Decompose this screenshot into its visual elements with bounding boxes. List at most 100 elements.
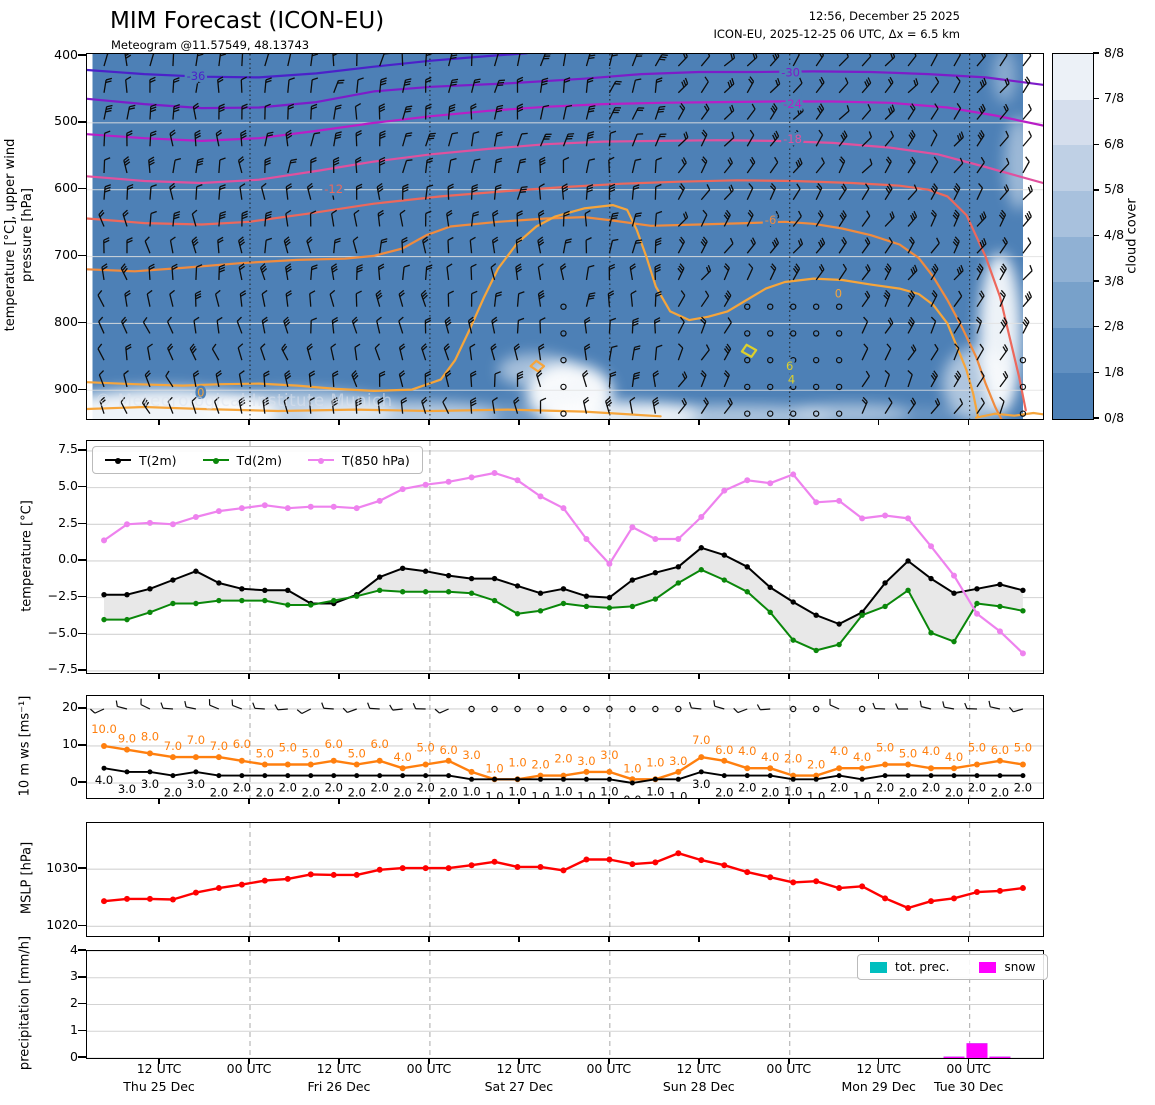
- x-tick-mark: [877, 936, 880, 942]
- y-tick-mark: [78, 449, 86, 451]
- svg-text:2.0: 2.0: [371, 781, 389, 795]
- x-tick-mark: [698, 798, 700, 804]
- svg-text:4.0: 4.0: [761, 750, 779, 764]
- contour--30: [87, 70, 1043, 110]
- svg-text:2.0: 2.0: [738, 781, 756, 795]
- y-tick-mark: [78, 54, 86, 56]
- svg-text:6.0: 6.0: [233, 737, 251, 751]
- colorbar-tick-mark: [1093, 52, 1099, 54]
- svg-text:6.0: 6.0: [325, 737, 343, 751]
- x-tick-mark: [158, 419, 160, 425]
- legend-item-t2m: T(2m): [105, 453, 177, 468]
- svg-text:6.0: 6.0: [439, 743, 457, 757]
- contour-0: [975, 411, 1043, 419]
- svg-text:0: 0: [835, 286, 842, 300]
- svg-text:5.0: 5.0: [1014, 740, 1032, 754]
- x-tick-mark: [788, 419, 790, 425]
- y-tick-label: 10: [62, 736, 78, 752]
- colorbar-tick-label: 8/8: [1104, 44, 1125, 60]
- svg-text:2.0: 2.0: [256, 786, 274, 798]
- svg-text:1.0: 1.0: [623, 761, 641, 775]
- x-tick-label-time: 12 UTC: [496, 1061, 542, 1076]
- snow-bar: [943, 1056, 965, 1058]
- x-tick-mark: [158, 1058, 160, 1064]
- svg-text:2.0: 2.0: [991, 786, 1009, 798]
- svg-text:5.0: 5.0: [348, 746, 366, 760]
- x-tick-label-day: Sat 27 Dec: [484, 1079, 554, 1094]
- y-tick-mark: [78, 707, 86, 709]
- svg-text:-12: -12: [324, 182, 343, 196]
- x-tick-mark: [428, 936, 430, 942]
- x-tick-mark: [428, 419, 430, 425]
- svg-text:3.0: 3.0: [462, 748, 480, 762]
- y-tick-label: 700: [54, 247, 78, 263]
- svg-text:0.0: 0.0: [623, 793, 641, 798]
- x-tick-mark: [788, 673, 790, 679]
- cloud-cover-colorbar: [1052, 53, 1094, 420]
- svg-text:1.0: 1.0: [646, 755, 664, 769]
- svg-text:7.0: 7.0: [210, 739, 228, 753]
- svg-text:2.0: 2.0: [715, 786, 733, 798]
- svg-text:2.0: 2.0: [922, 781, 940, 795]
- totprec-label: tot. prec.: [895, 960, 950, 974]
- x-tick-label-time: 00 UTC: [766, 1061, 812, 1076]
- svg-text:1.0: 1.0: [531, 789, 549, 798]
- y-tick-label: 0.0: [58, 551, 78, 567]
- creation-timestamp: 12:56, December 25 2025: [808, 9, 960, 23]
- colorbar-tick-label: 4/8: [1104, 227, 1125, 242]
- svg-text:5.0: 5.0: [279, 740, 297, 754]
- svg-text:2.0: 2.0: [348, 786, 366, 798]
- svg-text:2.0: 2.0: [807, 758, 825, 772]
- svg-text:5.0: 5.0: [899, 746, 917, 760]
- y-tick-mark: [78, 867, 86, 869]
- t850-label: T(850 hPa): [341, 452, 410, 468]
- header-right: 12:56, December 25 2025 ICON-EU, 2025-12…: [713, 8, 960, 44]
- x-tick-label-time: 00 UTC: [586, 1061, 632, 1076]
- y-tick-mark: [78, 781, 86, 783]
- legend-item-td2m: Td(2m): [202, 453, 282, 468]
- x-tick-mark: [967, 936, 970, 942]
- svg-text:5.0: 5.0: [968, 740, 986, 754]
- colorbar-tick-mark: [1093, 234, 1099, 237]
- svg-text:3.0: 3.0: [118, 782, 136, 796]
- upper-air-ylabel-line1: temperature [°C], upper wind: [3, 138, 19, 332]
- colorbar-tick-mark: [1093, 371, 1099, 374]
- svg-text:1.0: 1.0: [508, 784, 526, 798]
- x-tick-mark: [338, 673, 340, 679]
- svg-text:6: 6: [786, 359, 793, 373]
- svg-text:4.0: 4.0: [95, 773, 113, 787]
- t2m-line-sample: [105, 457, 131, 464]
- y-tick-label: 1020: [46, 916, 78, 932]
- y-tick-label: 500: [54, 113, 78, 129]
- svg-text:2.0: 2.0: [876, 781, 894, 795]
- wind-panel: 10.0 9.0 8.0 7.0 7.0 7.0 6.0 5.0 5.0 5.0 6.0 5.0 6.0…: [86, 695, 1044, 799]
- x-tick-mark: [518, 936, 520, 942]
- y-tick-label: −2.5: [47, 588, 78, 604]
- y-tick-mark: [78, 121, 86, 123]
- svg-text:5.0: 5.0: [876, 740, 894, 754]
- y-tick-label: −5.0: [47, 624, 78, 640]
- svg-text:2.0: 2.0: [531, 758, 549, 772]
- model-run-info: ICON-EU, 2025-12-25 06 UTC, Δx = 6.5 km: [713, 26, 960, 41]
- svg-text:2.0: 2.0: [164, 786, 182, 798]
- x-tick-mark: [248, 419, 250, 425]
- colorbar-band: [1053, 327, 1093, 374]
- y-tick-mark: [78, 949, 86, 951]
- svg-text:2.0: 2.0: [210, 786, 228, 798]
- y-tick-label: 0: [70, 773, 78, 789]
- contour--12: [87, 179, 1027, 412]
- x-tick-mark: [248, 936, 250, 942]
- page-title: MIM Forecast (ICON-EU): [110, 8, 385, 34]
- x-tick-mark: [608, 419, 610, 425]
- svg-text:7.0: 7.0: [187, 733, 205, 747]
- svg-text:5.0: 5.0: [416, 740, 434, 754]
- colorbar-tick-label: 3/8: [1104, 272, 1125, 288]
- y-tick-mark: [78, 187, 86, 190]
- x-tick-mark: [608, 673, 610, 679]
- wind-canvas: 10.09.0 8.0 7.0 7.0 7.0 6.0 5.0 5.0 5.0 6.0 5.0 6.0…: [87, 696, 1043, 798]
- svg-text:5.0: 5.0: [302, 746, 320, 760]
- contour-0: [529, 359, 546, 373]
- y-tick-label: 600: [54, 180, 78, 196]
- x-tick-mark: [158, 798, 160, 804]
- colorbar-tick-label: 0/8: [1104, 409, 1125, 425]
